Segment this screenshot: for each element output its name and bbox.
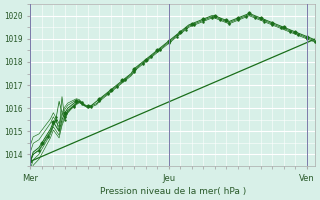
X-axis label: Pression niveau de la mer( hPa ): Pression niveau de la mer( hPa ) xyxy=(100,187,246,196)
